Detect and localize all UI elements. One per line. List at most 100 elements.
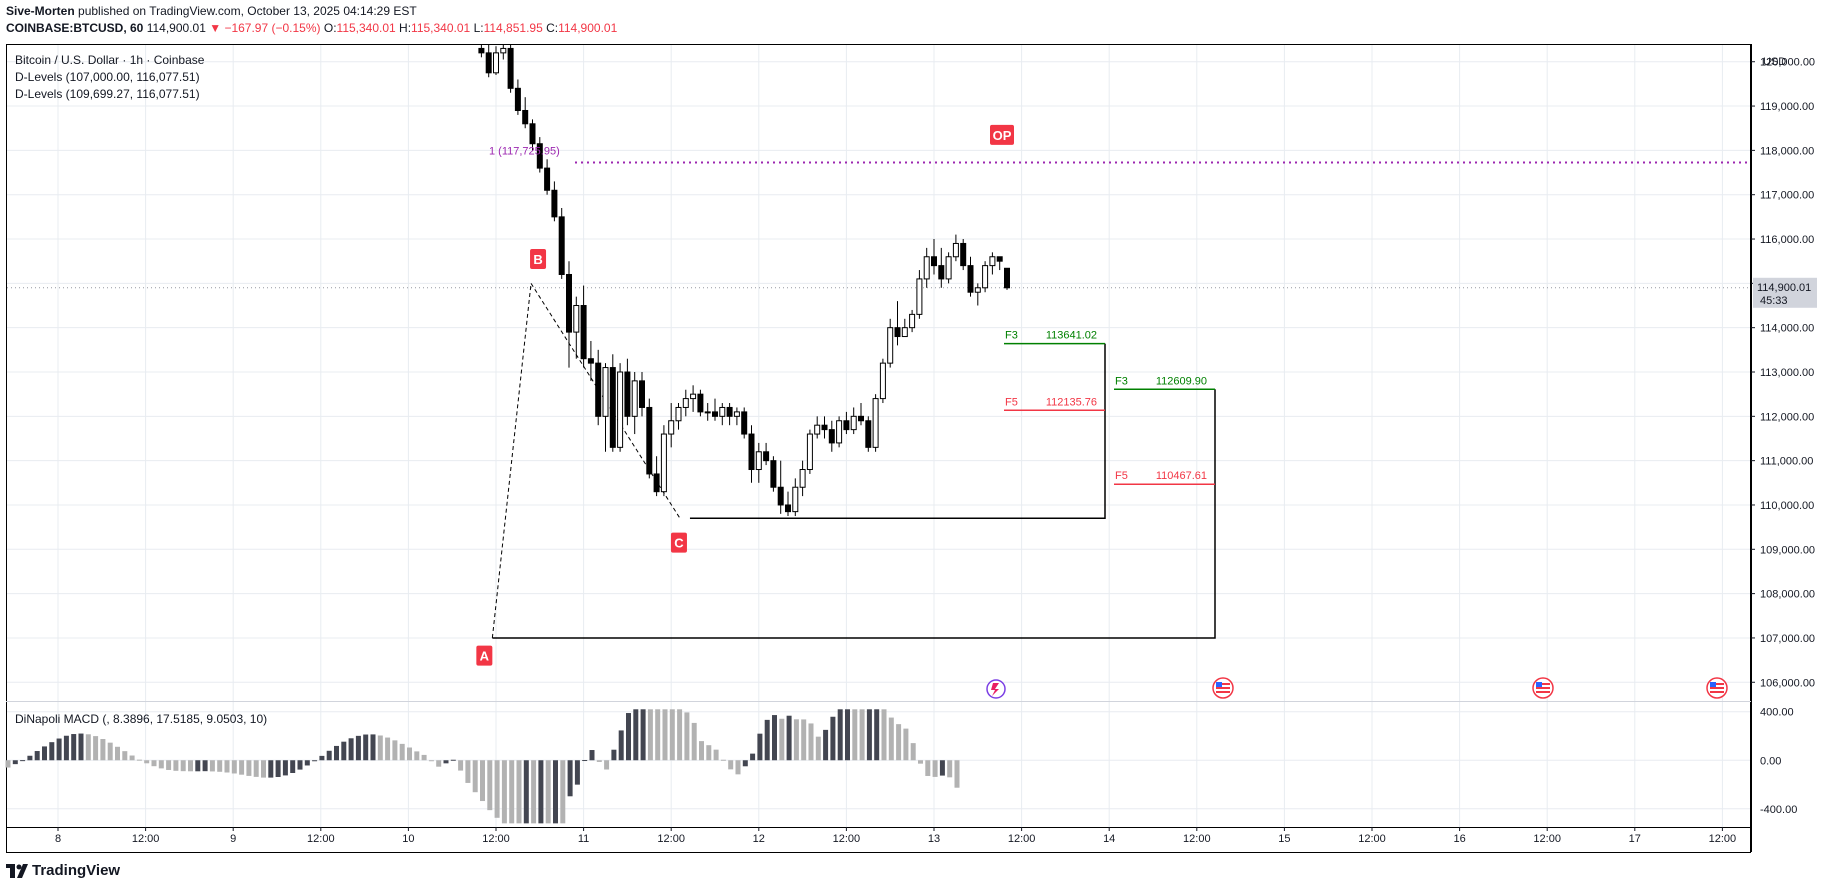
time-tick-label: 9 bbox=[230, 833, 236, 845]
us-flag-icon[interactable] bbox=[1706, 677, 1728, 699]
candle-body bbox=[850, 415, 857, 431]
macd-bar bbox=[246, 760, 252, 776]
macd-bar bbox=[925, 760, 931, 776]
price-tick-label: 112,000.00 bbox=[1760, 411, 1814, 423]
chart-title[interactable]: Bitcoin / U.S. Dollar · 1h · Coinbase bbox=[15, 53, 205, 67]
candle-body bbox=[558, 216, 565, 275]
macd-bar bbox=[363, 734, 369, 761]
macd-bar bbox=[684, 712, 690, 761]
macd-bar bbox=[742, 760, 748, 767]
d-levels-2-legend[interactable]: D-Levels (109,699.27, 116,077.51) bbox=[15, 87, 200, 101]
macd-bar bbox=[85, 734, 91, 761]
macd-bar bbox=[910, 743, 916, 761]
macd-bar bbox=[443, 760, 449, 764]
macd-bar bbox=[647, 709, 653, 761]
macd-bar bbox=[261, 760, 266, 778]
candle-body bbox=[967, 265, 974, 293]
macd-bar bbox=[874, 709, 880, 761]
symbol-name: COINBASE:BTCUSD, 60 bbox=[6, 21, 144, 35]
macd-bar bbox=[217, 760, 223, 772]
macd-bar bbox=[815, 736, 821, 761]
l-label: L: bbox=[473, 21, 484, 35]
macd-bar bbox=[151, 760, 157, 767]
target-value: 112135.76 bbox=[1046, 396, 1097, 408]
macd-bar bbox=[516, 760, 522, 824]
us-flag-icon[interactable] bbox=[1212, 677, 1234, 699]
macd-axis: 400.00 0.00 -400.00 bbox=[1760, 707, 1797, 816]
macd-bar bbox=[450, 759, 456, 761]
price-tick-label: 114,000.00 bbox=[1760, 323, 1814, 335]
macd-tick-label: -400.00 bbox=[1760, 804, 1797, 816]
high-value: 115,340.01 bbox=[411, 21, 471, 35]
macd-bar bbox=[735, 760, 741, 775]
macd-bar bbox=[436, 760, 442, 767]
price-tick-label: 111,000.00 bbox=[1760, 456, 1813, 468]
time-tick-label: 12:00 bbox=[1358, 833, 1386, 845]
candle-body bbox=[982, 265, 989, 289]
macd-bar bbox=[866, 709, 872, 761]
price-tick-label: 110,000.00 bbox=[1760, 500, 1814, 512]
c-label: C: bbox=[546, 21, 559, 35]
candle-body bbox=[551, 189, 558, 218]
macd-bar bbox=[509, 760, 515, 824]
macd-bar bbox=[144, 760, 150, 764]
macd-bar bbox=[640, 709, 646, 761]
macd-bar bbox=[49, 742, 55, 761]
target-value: 110467.61 bbox=[1156, 470, 1207, 482]
tradingview-logo-icon bbox=[6, 863, 28, 878]
macd-bar bbox=[180, 760, 186, 772]
last-price-marker bbox=[1753, 277, 1817, 308]
publish-info: Sive-Morten published on TradingView.com… bbox=[6, 4, 417, 18]
macd-bar bbox=[713, 749, 719, 761]
economic-events[interactable] bbox=[986, 677, 1728, 699]
time-tick-label: 14 bbox=[1103, 833, 1115, 845]
candle-body bbox=[682, 398, 689, 408]
time-axis[interactable]: 8 12:00 9 12:00 10 12:00 11 12:00 12 12:00 13 12:00… bbox=[55, 827, 1736, 845]
o-label: O: bbox=[323, 21, 337, 35]
macd-bar bbox=[334, 745, 339, 761]
author-name[interactable]: Sive-Morten bbox=[6, 4, 75, 18]
d-levels-1-legend[interactable]: D-Levels (107,000.00, 116,077.51) bbox=[15, 70, 200, 84]
price-tick-label: 113,000.00 bbox=[1760, 367, 1814, 379]
candle-body bbox=[923, 256, 930, 280]
macd-bar bbox=[370, 734, 376, 761]
macd-bar bbox=[231, 760, 237, 774]
macd-bar bbox=[567, 760, 573, 797]
macd-bar bbox=[166, 760, 172, 770]
tradingview-logo[interactable]: TradingView bbox=[6, 862, 120, 879]
candle-body bbox=[493, 52, 499, 74]
annotation-labels: 1 (117,725.95) F3 113641.02 F5 112135.76 F3 11… bbox=[476, 124, 1207, 666]
candle-body bbox=[690, 393, 697, 400]
price-tick-label: 108,000.00 bbox=[1760, 589, 1815, 601]
event-flash-icon[interactable] bbox=[986, 679, 1006, 699]
candle-body bbox=[770, 460, 777, 488]
macd-bar bbox=[837, 709, 843, 761]
us-flag-icon[interactable] bbox=[1532, 677, 1554, 699]
macd-bar bbox=[604, 760, 610, 770]
macd-bar bbox=[888, 717, 894, 761]
currency-label[interactable]: USD bbox=[1763, 56, 1786, 68]
candle-body bbox=[748, 433, 755, 471]
macd-bar bbox=[903, 728, 909, 761]
time-tick-label: 12:00 bbox=[1533, 833, 1561, 845]
chart-grid bbox=[7, 45, 1751, 827]
candle-body bbox=[821, 424, 828, 431]
price-axis[interactable]: 106,000.00 107,000.00 108,000.00 109,000.00… bbox=[1751, 57, 1817, 690]
candle-body bbox=[595, 362, 602, 417]
candle-body bbox=[712, 411, 718, 417]
candle-body bbox=[974, 287, 981, 293]
macd-bar bbox=[173, 760, 179, 771]
candle-body bbox=[719, 406, 726, 417]
candle-body bbox=[887, 327, 894, 364]
time-tick-label: 15 bbox=[1278, 833, 1290, 845]
candle-body bbox=[617, 371, 624, 448]
macd-legend[interactable]: DiNapoli MACD (, 8.3896, 17.5185, 9.0503… bbox=[15, 712, 267, 726]
fib-level-label: 1 (117,725.95) bbox=[489, 146, 560, 158]
macd-bar bbox=[808, 723, 814, 761]
candle-body bbox=[836, 420, 843, 444]
macd-bar bbox=[195, 760, 201, 772]
macd-bar bbox=[764, 719, 770, 761]
price-tick-label: 116,000.00 bbox=[1760, 234, 1814, 246]
candle-body bbox=[573, 305, 580, 333]
